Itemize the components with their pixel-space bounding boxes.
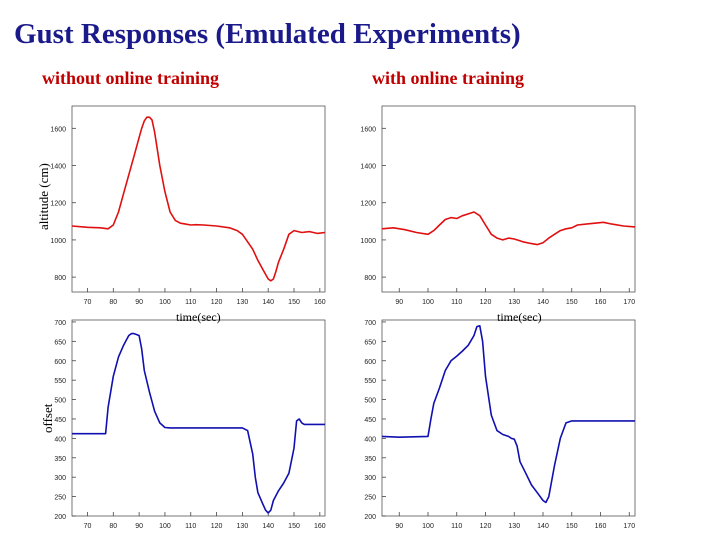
- y-tick-label: 550: [54, 378, 66, 385]
- x-tick-label: 140: [262, 523, 274, 530]
- y-tick-label: 450: [54, 417, 66, 424]
- x-tick-label: 150: [566, 299, 578, 306]
- y-tick-label: 1200: [360, 201, 376, 208]
- x-tick-label: 120: [480, 299, 492, 306]
- x-tick-label: 120: [480, 523, 492, 530]
- x-tick-label: 160: [595, 523, 607, 530]
- chart-offset-with-training: 200 250 300 350 400 450 500 550 600 650 700 90 100 11…: [364, 319, 636, 530]
- y-tick-label: 350: [54, 456, 66, 463]
- x-tick-label: 150: [288, 299, 300, 306]
- y-tick-label: 550: [364, 378, 376, 385]
- x-tick-label: 170: [623, 523, 635, 530]
- x-tick-label: 90: [135, 523, 143, 530]
- plot-frame: [71, 319, 326, 517]
- y-tick-label: 1200: [50, 201, 66, 208]
- x-tick-label: 80: [109, 523, 117, 530]
- x-tick-label: 150: [566, 523, 578, 530]
- x-tick-label: 70: [84, 299, 92, 306]
- x-tick-label: 140: [537, 523, 549, 530]
- y-tick-label: 600: [54, 359, 66, 366]
- y-tick-label: 200: [364, 514, 376, 521]
- y-tick-label: 1000: [50, 238, 66, 245]
- y-tick-label: 400: [364, 436, 376, 443]
- x-tick-label: 130: [508, 523, 520, 530]
- x-tick-label: 130: [237, 523, 249, 530]
- y-tick-label: 800: [364, 275, 376, 282]
- x-tick-label: 140: [262, 299, 274, 306]
- x-tick-label: 160: [314, 299, 326, 306]
- y-tick-label: 600: [364, 359, 376, 366]
- plot-frame: [381, 105, 636, 293]
- x-tick-label: 170: [623, 299, 635, 306]
- chart-offset-without-training: 200 250 300 350 400 450 500 550 600 650 700 70 80 90 1…: [54, 319, 326, 530]
- y-tick-label: 500: [54, 398, 66, 405]
- x-tick-label: 130: [508, 299, 520, 306]
- y-tick-label: 500: [364, 398, 376, 405]
- series-line: [381, 211, 636, 246]
- series-line: [72, 332, 325, 514]
- x-tick-label: 110: [451, 299, 462, 306]
- y-tick-label: 1400: [360, 164, 376, 171]
- y-tick-label: 1000: [360, 238, 376, 245]
- y-tick-label: 700: [364, 320, 376, 327]
- x-tick-label: 90: [395, 299, 403, 306]
- x-tick-label: 90: [135, 299, 143, 306]
- x-tick-label: 110: [185, 299, 196, 306]
- x-tick-label: 70: [84, 523, 92, 530]
- series-line: [71, 116, 326, 282]
- x-tick-label: 80: [109, 299, 117, 306]
- slide-title: Gust Responses (Emulated Experiments): [14, 18, 521, 50]
- y-tick-label: 650: [364, 339, 376, 346]
- x-tick-label: 110: [451, 523, 462, 530]
- y-tick-label: 250: [54, 495, 66, 502]
- y-tick-label: 250: [364, 495, 376, 502]
- right-column-heading: with online training: [372, 68, 525, 88]
- x-tick-label: 100: [422, 299, 434, 306]
- plot-frame: [71, 105, 326, 293]
- x-tick-label: 90: [395, 523, 403, 530]
- y-tick-label: 1600: [360, 126, 376, 133]
- x-tick-label: 120: [211, 523, 223, 530]
- x-tick-label: 120: [211, 299, 223, 306]
- y-tick-label: 650: [54, 339, 66, 346]
- y-tick-label: 400: [54, 436, 66, 443]
- x-tick-label: 130: [237, 299, 249, 306]
- chart-altitude-without-training: 800 1000 1200 1400 1600 70 80 90 100 110 120 130 140…: [50, 105, 326, 306]
- time-axis-label-right: time(sec): [497, 310, 542, 324]
- x-tick-label: 100: [159, 523, 171, 530]
- time-axis-label-left: time(sec): [176, 310, 221, 324]
- y-tick-label: 300: [364, 475, 376, 482]
- left-column-heading: without online training: [42, 68, 220, 88]
- y-tick-label: 1600: [50, 126, 66, 133]
- y-tick-label: 450: [364, 417, 376, 424]
- y-tick-label: 200: [54, 514, 66, 521]
- x-tick-label: 160: [595, 299, 607, 306]
- x-tick-label: 100: [422, 523, 434, 530]
- x-tick-label: 150: [288, 523, 300, 530]
- x-tick-label: 110: [185, 523, 196, 530]
- plot-frame: [381, 319, 636, 517]
- y-tick-label: 1400: [50, 164, 66, 171]
- y-tick-label: 300: [54, 475, 66, 482]
- y-tick-label: 700: [54, 320, 66, 327]
- x-tick-label: 100: [159, 299, 171, 306]
- y-tick-label: 800: [54, 275, 66, 282]
- series-line: [381, 325, 635, 504]
- x-tick-label: 160: [314, 523, 326, 530]
- chart-altitude-with-training: 800 1000 1200 1400 1600 90 100 110 120 130 140 150 1…: [360, 105, 636, 306]
- x-tick-label: 140: [537, 299, 549, 306]
- y-tick-label: 350: [364, 456, 376, 463]
